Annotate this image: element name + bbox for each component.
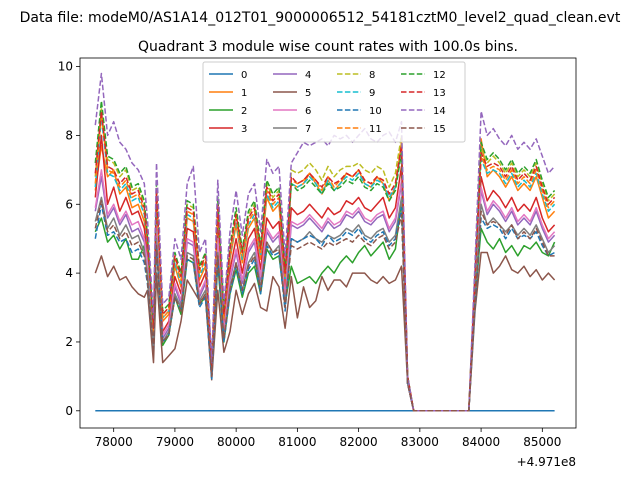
x-axis-offset-label: +4.971e8	[517, 455, 576, 469]
legend-label-13: 13	[433, 88, 446, 99]
series-line-14	[94, 72, 556, 412]
x-tick-label: 85000	[523, 435, 561, 449]
chart-title: Quadrant 3 module wise count rates with …	[138, 39, 518, 55]
y-tick-label: 10	[58, 60, 73, 74]
legend-box	[202, 61, 466, 143]
y-tick-label: 8	[65, 128, 73, 142]
x-tick-label: 78000	[95, 435, 133, 449]
legend-label-11: 11	[369, 124, 382, 135]
legend-label-14: 14	[433, 106, 446, 117]
x-tick-label: 82000	[340, 435, 378, 449]
legend-label-0: 0	[241, 70, 247, 81]
y-tick-label: 6	[65, 197, 73, 211]
x-tick-label: 80000	[217, 435, 255, 449]
series-group	[94, 72, 556, 412]
x-tick-label: 81000	[278, 435, 316, 449]
legend-label-6: 6	[305, 106, 311, 117]
legend-label-8: 8	[369, 70, 375, 81]
axes-frame	[79, 57, 577, 429]
series-line-12	[94, 100, 556, 412]
series-line-13	[94, 110, 556, 412]
legend-label-2: 2	[241, 106, 247, 117]
figure-suptitle: Data file: modeM0/AS1A14_012T01_90000065…	[20, 10, 621, 26]
legend-label-9: 9	[369, 88, 375, 99]
legend-label-10: 10	[369, 106, 382, 117]
legend-label-4: 4	[305, 70, 311, 81]
legend-label-15: 15	[433, 124, 446, 135]
y-tick-label: 4	[65, 266, 73, 280]
y-tick-label: 0	[65, 404, 73, 418]
legend-label-5: 5	[305, 88, 311, 99]
y-tick-label: 2	[65, 335, 73, 349]
x-axis: 78000 79000 80000 81000 82000 83000 84000 85000	[95, 428, 561, 449]
x-tick-label: 83000	[401, 435, 439, 449]
legend-label-12: 12	[433, 70, 446, 81]
legend-label-3: 3	[241, 124, 247, 135]
series-line-5	[94, 251, 556, 412]
series-line-10	[94, 203, 555, 412]
series-line-11	[94, 114, 556, 412]
legend-label-1: 1	[241, 88, 247, 99]
legend-label-7: 7	[305, 124, 311, 135]
series-line-15	[94, 200, 555, 412]
x-tick-label: 84000	[462, 435, 500, 449]
x-tick-label: 79000	[156, 435, 194, 449]
y-axis: 0 2 4 6 8 10	[58, 60, 80, 418]
